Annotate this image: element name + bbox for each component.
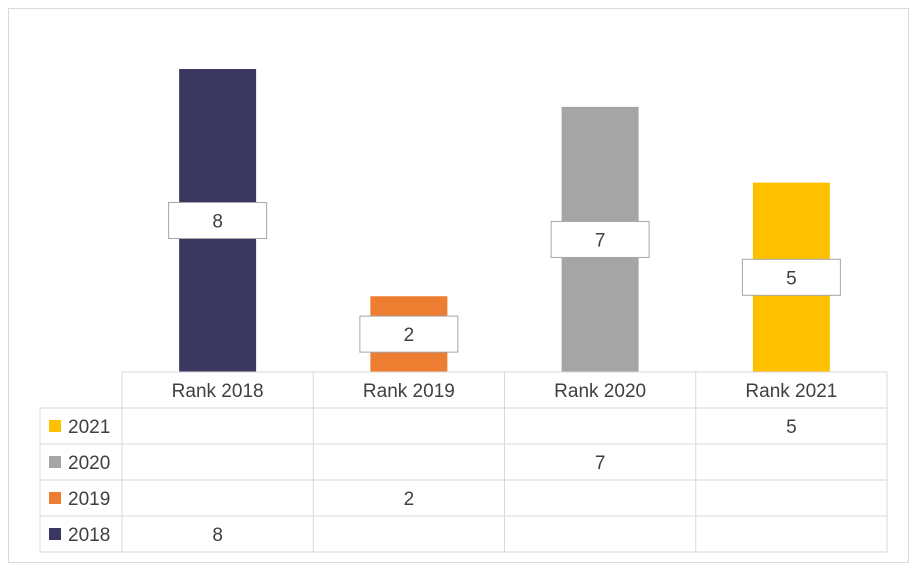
data-label-box-2018 [168, 202, 268, 239]
legend-label-2021: 2021 [68, 417, 110, 438]
bars-layer: 8 2 7 5 [168, 69, 841, 372]
legend-swatch-2020 [49, 456, 61, 468]
category-label: Rank 2020 [554, 381, 646, 402]
legend-swatch-2018 [49, 528, 61, 540]
data-label-box-2019 [359, 315, 459, 353]
data-table: Rank 2018 Rank 2019 Rank 2020 Rank 2021 2021… [39, 371, 888, 553]
legend-swatch-2019 [49, 492, 61, 504]
data-label-2019: 2 [404, 325, 415, 346]
data-label-2018: 8 [212, 212, 223, 233]
legend-label-2019: 2019 [68, 489, 110, 510]
table-cell-2021: 5 [786, 417, 797, 438]
category-label: Rank 2019 [363, 381, 455, 402]
legend-swatch-2021 [49, 420, 61, 432]
category-label: Rank 2018 [172, 381, 264, 402]
data-label-box-2020 [550, 220, 650, 258]
table-cell-2020: 7 [595, 453, 606, 474]
legend-label-2018: 2018 [68, 525, 110, 546]
data-label-2020: 7 [595, 230, 606, 251]
table-cell-2018: 8 [212, 525, 223, 546]
legend-label-2020: 2020 [68, 453, 110, 474]
data-label-2021: 5 [786, 268, 797, 289]
table-cell-2019: 2 [404, 489, 415, 510]
data-label-box-2021 [741, 258, 841, 296]
category-label: Rank 2021 [745, 381, 837, 402]
